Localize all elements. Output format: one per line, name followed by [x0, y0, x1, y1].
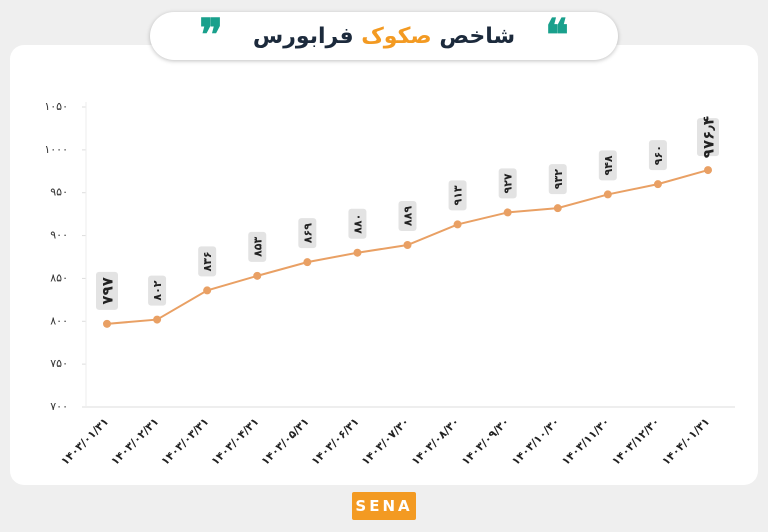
y-tick-label: ۹۰۰ [50, 229, 68, 242]
chart-title: شاخص صکوک فرابورس [253, 24, 515, 49]
title-word: صکوک [361, 23, 432, 49]
y-tick-label: ۷۵۰ [50, 357, 68, 370]
value-label: ۸۳۶ [198, 246, 217, 277]
label-box [298, 218, 317, 249]
point [253, 271, 262, 280]
value-label: ۸۶۹ [298, 218, 317, 249]
data-label: ۷۹۷ [99, 277, 117, 304]
label-box [398, 201, 417, 231]
value-label: ۸۵۳ [248, 231, 267, 262]
y-tick-label: ۸۰۰ [50, 314, 68, 327]
value-label: ۹۷۶٫۴ [697, 116, 719, 158]
label-box [697, 118, 719, 157]
label-box [348, 208, 367, 239]
x-tick-label: ۱۴۰۳/۰۹/۳۰ [459, 415, 512, 468]
value-label: ۹۳۲ [548, 164, 567, 195]
x-tick-label: ۱۴۰۳/۰۸/۳۰ [409, 415, 462, 468]
value-label: ۹۱۳ [448, 180, 467, 211]
card [10, 45, 758, 485]
label-box [598, 150, 617, 181]
point [553, 204, 562, 213]
point [103, 319, 111, 328]
point [153, 315, 162, 324]
data-label: ۹۴۸ [602, 155, 615, 175]
label-box [148, 275, 167, 306]
title-bar: ❞ شاخص صکوک فرابورس ❝ [150, 12, 618, 60]
x-tick-label: ۱۴۰۳/۱۲/۳۰ [609, 415, 662, 468]
x-tick-label: ۱۴۰۳/۰۵/۳۱ [259, 415, 312, 468]
label-box [548, 164, 567, 195]
label-box [96, 271, 118, 310]
x-tick-label: ۱۴۰۳/۰۶/۳۱ [309, 415, 362, 468]
value-label: ۹۴۸ [598, 150, 617, 181]
x-tick-label: ۱۴۰۳/۰۷/۳۰ [359, 415, 412, 468]
title-word: شاخص [439, 23, 516, 49]
data-label: ۸۸۹ [402, 206, 415, 226]
value-label: ۹۶۰ [648, 140, 667, 171]
y-tick-label: ۸۵۰ [50, 271, 68, 284]
quote-mark: ❝ [545, 10, 569, 61]
x-tick-label: ۱۴۰۳/۱۰/۳۰ [509, 415, 562, 468]
point [704, 166, 712, 175]
label-box [448, 180, 467, 211]
y-tick-label: ۱۰۵۰ [44, 100, 68, 113]
data-label: ۸۵۳ [251, 237, 264, 257]
value-label: ۷۹۷ [96, 271, 118, 310]
title-word: فرابورس [252, 23, 354, 49]
point [203, 286, 212, 295]
value-label: ۸۸۹ [398, 201, 417, 231]
x-tick-label: ۱۴۰۳/۰۲/۳۱ [108, 415, 161, 468]
value-label: ۸۸۰ [348, 208, 367, 239]
data-label: ۸۰۲ [151, 280, 164, 300]
y-tick-label: ۱۰۰۰ [44, 143, 68, 156]
point [503, 208, 512, 217]
label-box [248, 231, 267, 262]
point [353, 248, 362, 257]
data-label: ۹۷۶٫۴ [700, 116, 718, 158]
x-tick-label: ۱۴۰۳/۰۴/۳۱ [209, 415, 262, 468]
point [603, 190, 612, 199]
point [403, 241, 412, 249]
y-tick-label: ۷۰۰ [50, 400, 68, 413]
x-tick-label: ۱۴۰۳/۱۱/۳۰ [559, 415, 612, 468]
point [653, 180, 662, 189]
x-tick-label: ۱۴۰۴/۰۱/۳۱ [659, 415, 712, 468]
data-label: ۸۳۶ [201, 251, 214, 271]
data-label: ۹۳۲ [552, 169, 565, 189]
data-label: ۸۶۹ [301, 223, 314, 243]
label-box [648, 140, 667, 171]
label-box [498, 168, 517, 199]
chart: ۷۰۰ ۷۵۰ ۸۰۰ ۸۵۰ ۹۰۰ ۹۵۰ ۱۰۰۰ ۱۰۵۰ ۷۹۷ ۸۰۲ ۸۳۶ ۸۵۳ ۸۶… [44, 100, 735, 468]
data-label: ۹۲۷ [502, 173, 515, 193]
x-tick-label: ۱۴۰۳/۰۳/۳۱ [159, 415, 212, 468]
label-box [198, 246, 217, 277]
y-tick-label: ۹۵۰ [50, 186, 68, 199]
point [303, 258, 312, 267]
x-tick-label: ۱۴۰۳/۰۱/۳۱ [58, 415, 111, 468]
quote-mark: ❞ [199, 10, 223, 61]
value-label: ۸۰۲ [148, 275, 167, 306]
data-label: ۸۸۰ [351, 214, 364, 234]
data-label: ۹۶۰ [652, 145, 665, 165]
point [453, 220, 462, 229]
logo: SENA [352, 492, 416, 520]
data-label: ۹۱۳ [452, 185, 465, 205]
value-label: ۹۲۷ [498, 168, 517, 199]
